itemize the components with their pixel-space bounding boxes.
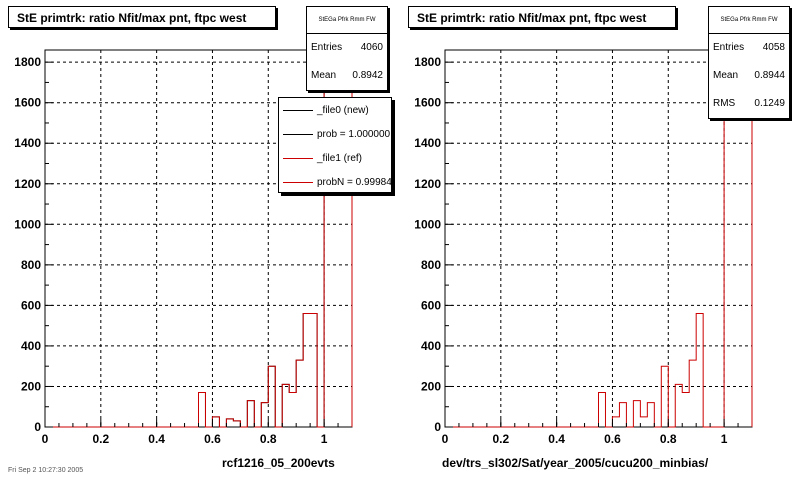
legend-label: _file0 (new) [317,104,369,116]
stats-entries-label: Entries [713,42,745,53]
x-tick-label: 0.6 [604,432,621,446]
stats-rms-label: RMS [713,98,736,109]
x-tick-label: 1 [721,432,728,446]
stats-mean-label: Mean [713,70,739,81]
chart-title: StE primtrk: ratio Nfit/max pnt, ftpc we… [8,6,276,28]
legend: _file0 (new) prob = 1.000000 _file1 (ref… [278,97,392,193]
y-tick-label: 1200 [414,177,441,191]
plot-frame [444,49,753,428]
y-tick-label: 1200 [14,177,41,191]
legend-swatch [283,133,313,135]
legend-swatch [283,109,313,111]
y-tick-label: 0 [34,420,41,434]
legend-entry: _file0 (new) [279,98,391,122]
x-axis-label: rcf1216_05_200evts [222,456,335,470]
y-tick-label: 200 [21,379,41,393]
legend-entry: prob = 1.000000 [279,122,391,146]
stats-entries-row: Entries 4058 [709,34,789,62]
y-tick-label: 1400 [14,136,41,150]
stats-entries-value: 4058 [762,42,785,53]
x-tick-label: 0.4 [548,432,565,446]
y-tick-label: 1800 [14,55,41,69]
stats-mean-value: 0.8944 [754,70,785,81]
stats-mean-row: Mean 0.8942 [307,62,387,90]
y-tick-label: 1600 [414,96,441,110]
stats-mean-label: Mean [311,70,337,81]
y-tick-label: 400 [21,339,41,353]
legend-label: prob = 1.000000 [317,128,391,140]
stats-histogram-name: StEGa Pfrk Rmm FW [307,7,387,34]
histogram-series-1 [45,65,353,428]
legend-label: _file1 (ref) [317,152,363,164]
histogram-plot-right: 0 0.2 0.4 0.6 0.8 1 0 200 400 600 800 1000 1200 1400 1… [414,49,753,446]
y-tick-label: 1600 [14,96,41,110]
histogram-panel-right: 0 0.2 0.4 0.6 0.8 1 0 200 400 600 800 1000 1200 1400 1… [400,0,800,480]
legend-swatch [283,181,313,183]
chart-title: StE primtrk: ratio Nfit/max pnt, ftpc we… [408,6,676,28]
timestamp-text: Fri Sep 2 10:27:30 2005 [8,467,84,474]
x-tick-label: 0 [42,432,49,446]
stats-entries-label: Entries [311,42,343,53]
x-tick-label: 0.8 [660,432,677,446]
legend-entry: probN = 0.99984 [279,170,392,192]
stats-rms-row: RMS 0.1249 [709,90,789,118]
histogram-series-0 [445,65,753,428]
y-tick-label: 800 [421,258,441,272]
stats-mean-row: Mean 0.8944 [709,62,789,90]
stats-entries-row: Entries 4060 [307,34,387,62]
y-tick-label: 1400 [414,136,441,150]
y-tick-label: 1000 [14,217,41,231]
stats-entries-value: 4060 [360,42,383,53]
y-tick-label: 1800 [414,55,441,69]
x-tick-label: 0.8 [260,432,277,446]
histogram-panel-left: 0 0.2 0.4 0.6 0.8 1 0 200 400 600 800 1000 1200 1400 1… [8,6,392,474]
x-tick-label: 0.2 [92,432,109,446]
y-tick-label: 600 [21,298,41,312]
y-tick-label: 600 [421,298,441,312]
stats-box: StEGa Pfrk Rmm FW Entries 4058 Mean 0.89… [708,6,790,119]
y-tick-label: 0 [434,420,441,434]
x-tick-label: 0 [442,432,449,446]
y-tick-label: 400 [421,339,441,353]
legend-swatch [283,157,313,159]
y-tick-label: 200 [421,379,441,393]
y-tick-label: 1000 [414,217,441,231]
x-tick-label: 0.6 [204,432,221,446]
x-tick-label: 0.4 [148,432,165,446]
x-tick-label: 1 [321,432,328,446]
histogram-plot-left: 0 0.2 0.4 0.6 0.8 1 0 200 400 600 800 1000 1200 1400 1… [14,49,353,446]
stats-rms-value: 0.1249 [754,98,785,109]
stats-histogram-name: StEGa Pfrk Rmm FW [709,7,789,34]
x-tick-label: 0.2 [492,432,509,446]
legend-entry: _file1 (ref) [279,146,391,170]
stats-box: StEGa Pfrk Rmm FW Entries 4060 Mean 0.89… [306,6,388,91]
stats-mean-value: 0.8942 [352,70,383,81]
legend-label: probN = 0.99984 [317,176,392,188]
y-tick-label: 800 [21,258,41,272]
x-axis-label: dev/trs_sl302/Sat/year_2005/cucu200_minb… [442,456,709,470]
